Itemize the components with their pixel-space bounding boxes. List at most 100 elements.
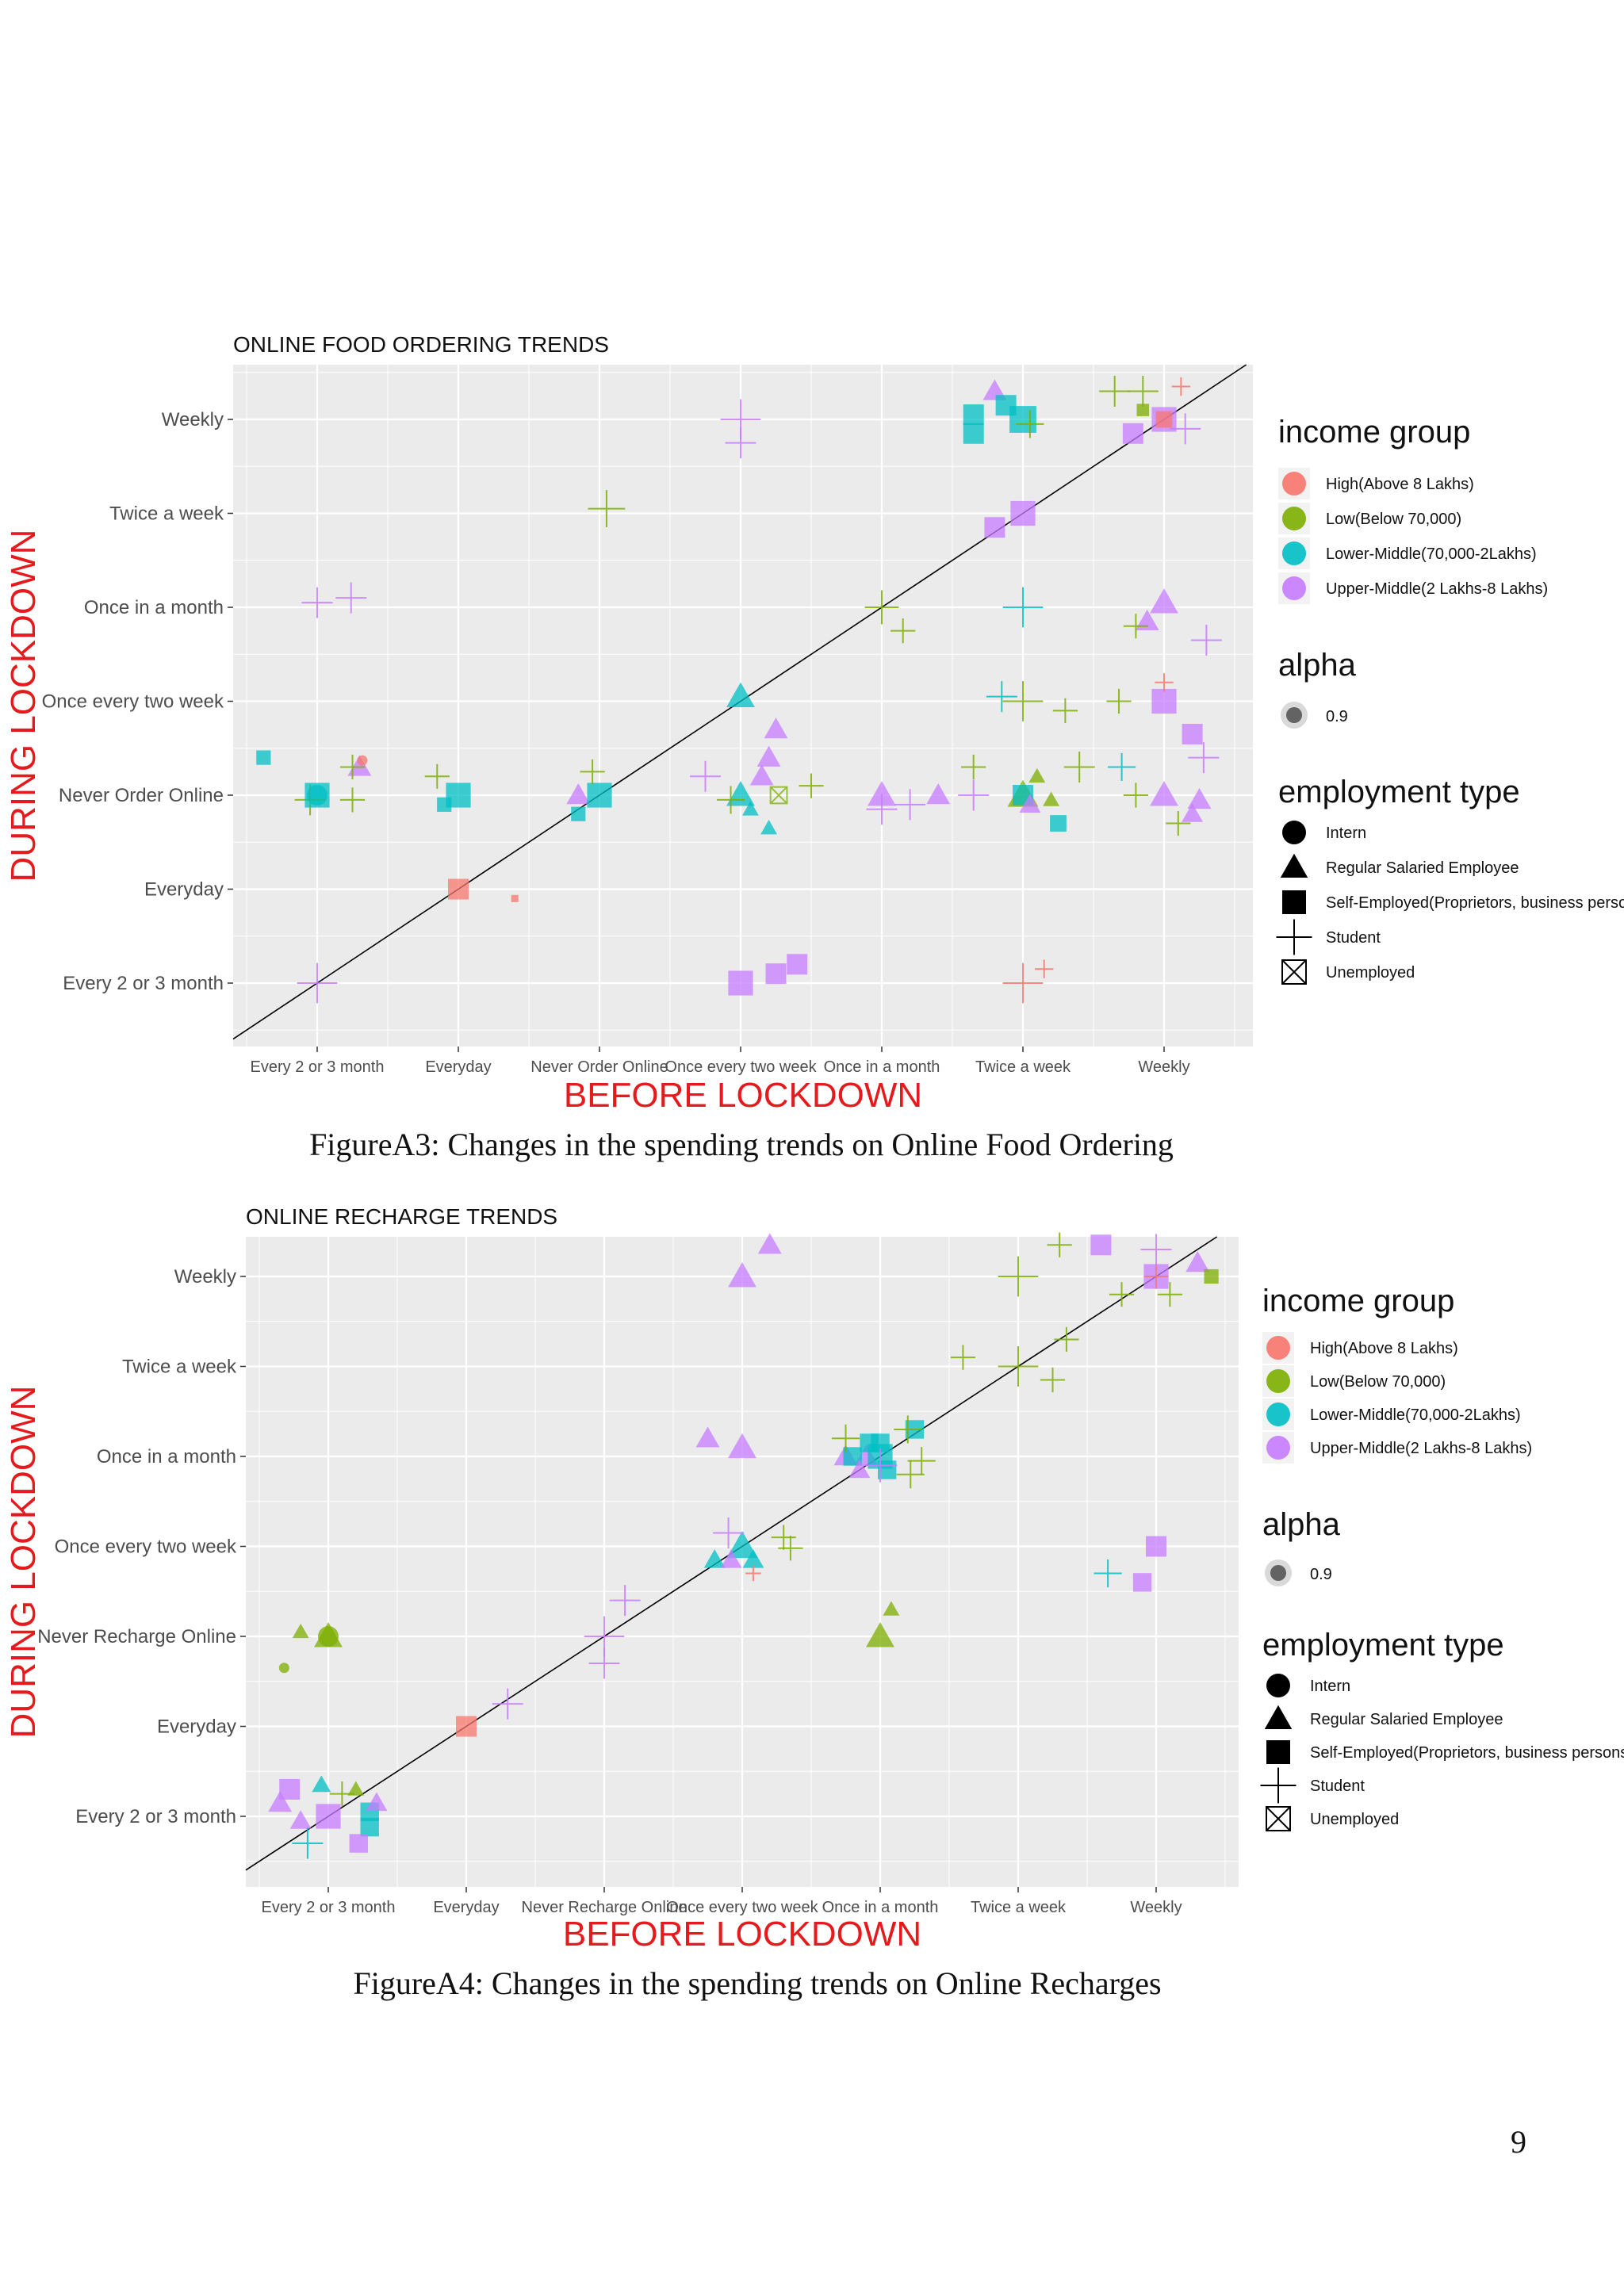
y-tick-label: Once in a month	[97, 1446, 236, 1468]
legend-employment-label: Regular Salaried Employee	[1326, 859, 1519, 877]
data-point	[757, 1233, 782, 1254]
data-point	[1188, 742, 1220, 774]
data-point	[720, 1549, 742, 1568]
data-point	[347, 755, 372, 776]
data-point	[456, 1716, 477, 1737]
data-point	[304, 783, 330, 808]
data-point	[843, 1447, 862, 1466]
data-point	[1052, 698, 1078, 723]
x-tick-label: Everyday	[433, 1899, 499, 1916]
legend-employment-label: Regular Salaried Employee	[1310, 1711, 1503, 1728]
data-point	[1010, 500, 1036, 526]
legend-triangle-icon	[1264, 1705, 1293, 1729]
data-point	[437, 797, 452, 812]
data-point	[950, 1345, 975, 1370]
data-point	[1146, 1536, 1166, 1557]
y-axis-ticks: Every 2 or 3 month Everyday Never Order On…	[42, 409, 233, 994]
data-point	[1063, 751, 1095, 783]
data-point	[1009, 406, 1036, 433]
data-point	[1150, 588, 1178, 614]
data-point	[339, 787, 366, 813]
data-point	[1157, 1282, 1182, 1307]
data-point	[741, 801, 759, 816]
y-axis-title: DURING LOCKDOWN	[4, 1386, 43, 1739]
data-point	[289, 1810, 312, 1829]
legend-income-label: Low(Below 70,000)	[1310, 1373, 1446, 1391]
data-point	[787, 954, 808, 975]
legend-square-icon	[1282, 890, 1306, 914]
data-point	[1108, 752, 1136, 781]
data-point	[511, 894, 519, 902]
legend-income-swatch	[1282, 541, 1306, 565]
data-point	[866, 794, 898, 825]
data-point	[1094, 1559, 1122, 1588]
legend-plus-icon	[1276, 919, 1312, 955]
data-point	[745, 1565, 761, 1582]
legend-plus-icon	[1260, 1767, 1297, 1804]
data-point	[292, 1827, 324, 1859]
data-point	[1190, 624, 1222, 656]
data-point	[695, 1426, 720, 1448]
legend-employment-label: Unemployed	[1310, 1811, 1399, 1828]
data-point	[1090, 1234, 1112, 1256]
recharge-chart: ONLINE RECHARGE TRENDS Every 2 or 3 mont…	[4, 1204, 1624, 1954]
data-point	[765, 963, 787, 985]
data-point	[984, 517, 1005, 538]
page-number: 9	[1511, 2124, 1526, 2160]
data-point	[1155, 411, 1173, 428]
legend-triangle-icon	[1280, 853, 1308, 878]
data-point	[1143, 1264, 1169, 1289]
data-point	[728, 1262, 756, 1288]
x-tick-label: Weekly	[1138, 1058, 1189, 1076]
data-point	[764, 718, 788, 739]
y-axis-ticks: Every 2 or 3 month Everyday Never Recharge…	[37, 1266, 246, 1827]
data-point	[1187, 787, 1212, 809]
legend-employment-label: Intern	[1326, 825, 1366, 842]
x-axis-title: BEFORE LOCKDOWN	[563, 1915, 921, 1954]
data-point	[963, 423, 984, 444]
chart-title: ONLINE FOOD ORDERING TRENDS	[233, 332, 609, 357]
data-point	[1132, 1573, 1152, 1592]
data-point	[690, 760, 721, 792]
data-point	[1054, 1326, 1079, 1353]
data-point	[448, 878, 469, 900]
data-point	[256, 750, 271, 765]
legend-employment-label: Intern	[1310, 1678, 1350, 1695]
data-point	[725, 427, 756, 459]
data-point	[1050, 815, 1067, 832]
data-point	[424, 763, 450, 789]
data-point	[312, 1775, 331, 1793]
data-point	[1002, 681, 1044, 721]
data-point	[566, 783, 591, 805]
legend-income-title: income group	[1278, 415, 1470, 450]
y-tick-label: Twice a week	[122, 1357, 237, 1378]
data-point	[986, 681, 1017, 713]
data-point	[896, 1460, 925, 1489]
data-point	[329, 1781, 354, 1807]
x-tick-label: Weekly	[1130, 1899, 1182, 1916]
y-tick-label: Weekly	[174, 1266, 236, 1288]
data-point	[998, 1256, 1039, 1297]
data-point	[571, 806, 586, 821]
x-tick-label: Once every two week	[666, 1899, 818, 1916]
y-tick-label: Once every two week	[42, 691, 224, 713]
data-point	[891, 618, 916, 644]
data-point	[1155, 673, 1174, 692]
legend-income-label: High(Above 8 Lakhs)	[1310, 1340, 1458, 1357]
legend-alpha-value: 0.9	[1326, 708, 1348, 725]
legend-employment-title: employment type	[1278, 775, 1520, 809]
legend-employment-label: Self-Employed(Proprietors, business pers…	[1310, 1744, 1624, 1762]
data-point	[958, 779, 990, 811]
y-tick-label: Never Order Online	[59, 785, 224, 806]
data-point	[587, 783, 612, 808]
data-point	[1170, 413, 1201, 445]
legend-boxcross-icon	[1266, 1806, 1291, 1831]
data-point	[1135, 609, 1159, 630]
legend-employment-label: Unemployed	[1326, 964, 1415, 982]
data-point	[760, 820, 778, 835]
data-point	[1122, 423, 1143, 444]
y-tick-label: Once in a month	[84, 597, 224, 618]
x-tick-label: Twice a week	[971, 1899, 1067, 1916]
legend: income group High(Above 8 Lakhs) Low(Belo…	[1260, 1284, 1624, 1831]
data-point	[726, 682, 755, 708]
